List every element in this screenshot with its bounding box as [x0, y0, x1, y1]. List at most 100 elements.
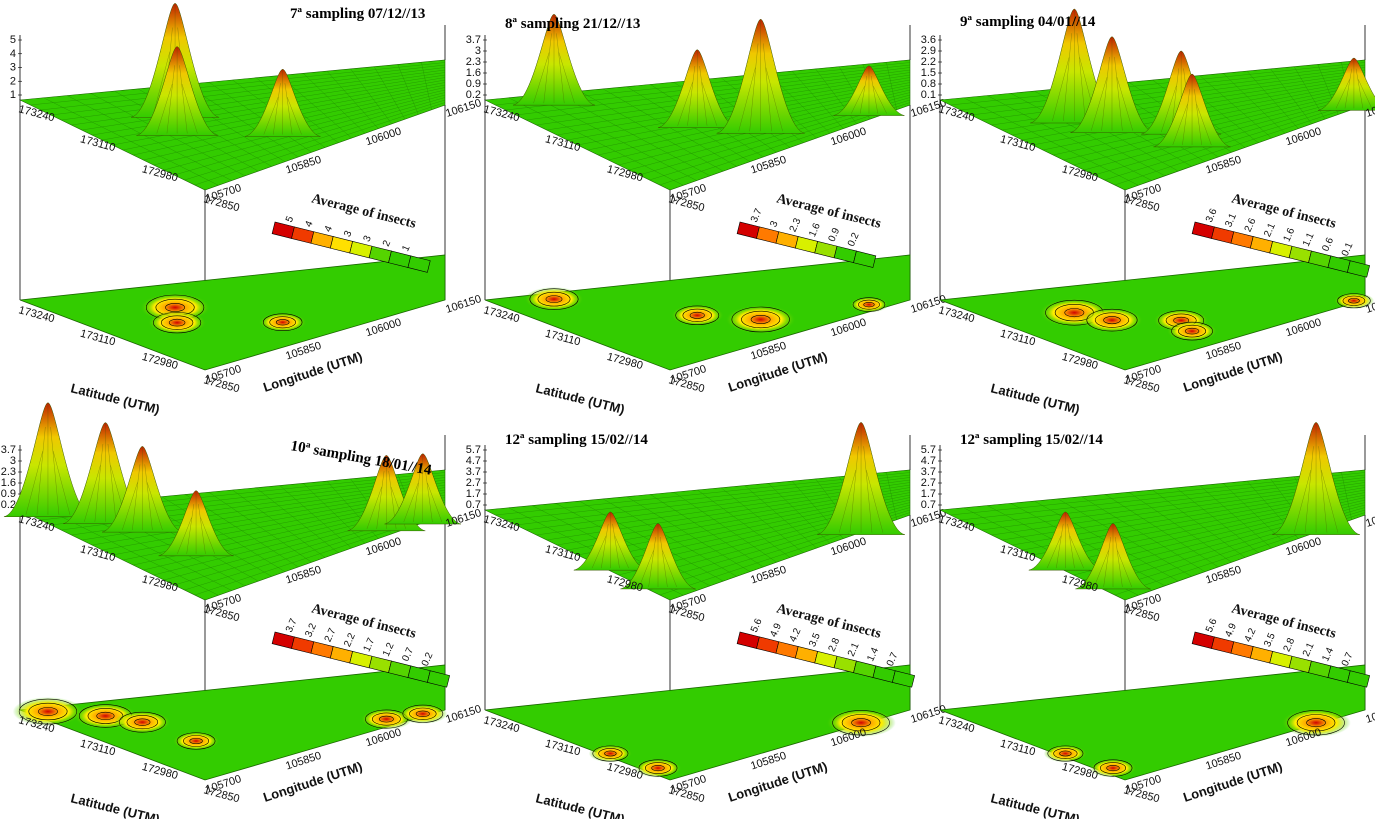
contour-line: [1103, 316, 1121, 325]
y-axis-label: Longitude (UTM): [726, 349, 829, 395]
contour-line: [415, 710, 430, 717]
peak-mesh-line: [687, 65, 696, 126]
z-tick-label: 1.7: [466, 488, 481, 500]
legend-tick-label: 3: [362, 234, 374, 244]
peak-mesh-line: [147, 482, 163, 531]
mesh-line: [1114, 102, 1366, 186]
contour-hotspot: [1081, 307, 1143, 333]
peak-mesh-line: [639, 550, 654, 588]
contour-hotspot: [172, 731, 220, 751]
legend-swatch: [775, 641, 799, 659]
contour-line: [651, 765, 665, 772]
contour-line: [682, 308, 712, 322]
z-tick-label: 2: [10, 75, 16, 87]
legend-tick-label: 3.7: [749, 207, 765, 225]
contour-line: [1106, 765, 1120, 772]
y-axis-label: Longitude (UTM): [726, 759, 829, 805]
z-tick-label: 3: [475, 45, 481, 57]
legend-tick-label: 2.8: [1282, 636, 1298, 654]
contour-line: [409, 707, 437, 720]
contour-line: [537, 291, 571, 307]
contour-line: [1178, 324, 1207, 338]
legend-swatch: [291, 226, 315, 244]
legend-tick-label: 2.1: [1301, 641, 1317, 659]
z-tick-label: 3.7: [466, 34, 481, 46]
panel-title: 12ª sampling 15/02//14: [960, 432, 1103, 448]
z-tick-label: 0.1: [921, 89, 936, 101]
contour-line: [858, 299, 880, 310]
peak-mesh-line: [1116, 77, 1133, 131]
contour-line: [269, 316, 296, 329]
contour-hotspot: [1043, 744, 1087, 763]
legend-swatch: [1346, 260, 1371, 278]
peak-mesh-line: [179, 65, 188, 134]
contour-line: [126, 715, 159, 730]
legend-swatch: [853, 250, 877, 268]
legend-tick-label: 4.9: [768, 621, 784, 639]
contour-line: [183, 735, 210, 747]
contour-hotspot: [1333, 292, 1375, 309]
peak-mesh-line: [765, 67, 783, 132]
x-axis-label: Latitude (UTM): [69, 380, 161, 417]
legend-swatch: [1191, 221, 1215, 239]
contour-line: [675, 305, 720, 325]
z-tick-label: 1.6: [1, 477, 16, 489]
z-tick-label: 2.2: [921, 56, 936, 68]
peak-mesh-line: [662, 550, 677, 588]
legend-swatch: [368, 655, 392, 674]
mesh-line: [1341, 472, 1352, 520]
peak-mesh-line: [1194, 89, 1202, 145]
peak-mesh-line: [1069, 535, 1084, 569]
z-tick-label: 3.7: [1, 444, 16, 456]
z-tick-label: 5.7: [466, 444, 481, 456]
z-tick-label: 0.7: [921, 499, 936, 511]
contour-line: [1053, 748, 1078, 759]
peak-mesh-line: [1294, 469, 1311, 533]
peak-mesh-line: [870, 75, 879, 114]
z-tick-label: 3.7: [466, 466, 481, 478]
legend-tick-label: 1.2: [381, 641, 397, 659]
legend-tick-label: 0.1: [1340, 240, 1356, 258]
z-tick-label: 2.3: [1, 466, 16, 478]
mesh-line: [373, 66, 406, 120]
legend-tick-label: 3.5: [1262, 631, 1278, 649]
peak-mesh-line: [132, 464, 141, 531]
x-axis-label: Latitude (UTM): [989, 380, 1081, 417]
legend-tick-label: 1.4: [1320, 646, 1336, 664]
surface-plane: [18, 59, 446, 191]
legend-tick-label: 3.1: [1223, 211, 1239, 229]
contour-line: [1059, 750, 1072, 757]
legend-tick-label: 3.7: [284, 617, 300, 635]
legend-swatch: [1269, 240, 1293, 259]
peak-mesh-line: [1115, 537, 1123, 587]
panel-title: 10ª sampling 18/01//14: [289, 438, 433, 479]
peak-mesh-line: [873, 85, 887, 114]
legend-swatch: [794, 646, 818, 664]
legend-swatch: [736, 631, 760, 649]
peak-mesh-line: [53, 451, 71, 515]
peak-mesh-line: [1076, 33, 1086, 122]
contour-line: [372, 712, 401, 726]
peak-mesh-line: [701, 82, 718, 126]
contour-hotspot: [114, 710, 171, 734]
contour-line: [1348, 298, 1360, 304]
peak-mesh-line: [287, 97, 302, 135]
z-tick-label: 5: [10, 34, 16, 46]
peak-mesh-line: [198, 504, 206, 554]
chart-panel: 5.74.73.72.71.70.71732401731101729801728…: [466, 422, 948, 819]
contour-line: [529, 288, 579, 310]
z-tick-label: 2.7: [921, 477, 936, 489]
panel-title: 9ª sampling 04/01//14: [960, 14, 1096, 30]
peak-mesh-line: [1067, 523, 1075, 569]
legend-swatch: [1191, 631, 1215, 649]
mesh-line: [421, 62, 432, 110]
contour-line: [598, 748, 623, 759]
legend-tick-label: 4.9: [1223, 621, 1239, 639]
peak-mesh-line: [556, 33, 565, 104]
contour-line: [731, 306, 790, 333]
z-tick-label: 1.5: [921, 67, 936, 79]
contour-line: [1064, 308, 1085, 318]
mesh-line: [397, 64, 419, 115]
peak-mesh-line: [1196, 104, 1212, 145]
legend-tick-label: 0.2: [420, 650, 436, 668]
